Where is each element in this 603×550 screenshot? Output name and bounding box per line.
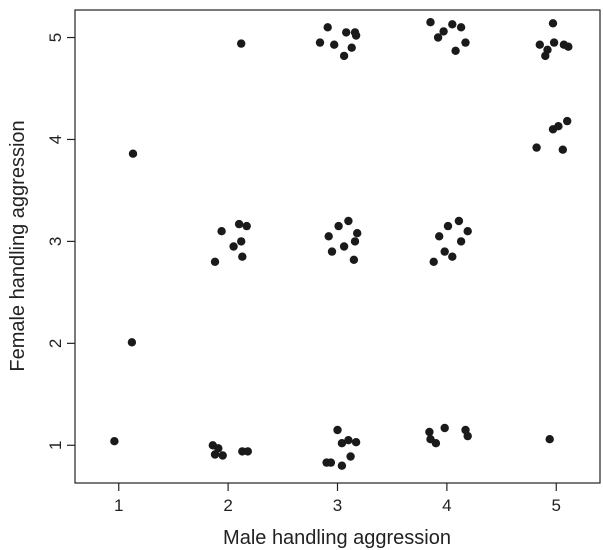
data-point: [425, 427, 434, 437]
plot-frame: [74, 9, 601, 484]
data-point: [339, 51, 349, 61]
data-point: [439, 27, 448, 36]
data-point: [210, 450, 220, 459]
x-tick-label: 3: [333, 496, 342, 515]
data-point: [535, 40, 544, 49]
x-tick-label: 2: [223, 496, 232, 515]
data-point: [243, 447, 252, 456]
data-point: [347, 43, 356, 52]
x-axis-label: Male handling aggression: [223, 527, 451, 549]
x-tick-label: 5: [552, 496, 561, 515]
data-point: [333, 425, 342, 435]
data-point: [443, 221, 453, 231]
data-point: [456, 237, 466, 246]
x-tick-label: 1: [114, 496, 123, 515]
data-point: [548, 19, 558, 28]
y-tick-label: 2: [46, 339, 65, 348]
data-point: [448, 252, 457, 261]
data-point: [214, 444, 223, 453]
data-point: [234, 219, 244, 229]
data-point: [564, 42, 573, 51]
data-point: [334, 221, 343, 231]
data-point: [440, 247, 449, 256]
y-axis: 1 2 3 4 5: [46, 33, 75, 450]
data-point: [463, 431, 472, 441]
data-point: [128, 149, 138, 158]
data-point: [549, 38, 559, 47]
data-point: [431, 439, 441, 448]
data-point: [339, 242, 349, 251]
data-point: [558, 145, 567, 154]
data-point: [346, 452, 355, 461]
data-point: [324, 232, 333, 241]
x-tick-label: 4: [442, 496, 451, 515]
data-point: [433, 33, 443, 42]
data-point: [217, 227, 226, 236]
data-point: [315, 38, 325, 47]
data-point: [426, 18, 435, 27]
y-axis-label: Female handling aggression: [7, 120, 29, 371]
data-point: [543, 45, 552, 54]
data-point: [237, 237, 246, 246]
data-point: [210, 257, 220, 266]
data-point: [218, 451, 227, 460]
data-point: [326, 458, 336, 467]
data-point: [323, 23, 332, 32]
data-point: [456, 23, 466, 32]
data-point: [229, 242, 238, 251]
data-point: [454, 216, 464, 226]
data-point: [353, 229, 362, 238]
data-point: [344, 436, 353, 445]
data-point: [350, 237, 360, 246]
data-point: [448, 20, 457, 29]
data-point: [451, 46, 460, 55]
data-point: [337, 439, 347, 448]
x-axis: 1 2 3 4 5: [114, 483, 561, 515]
data-point: [554, 122, 563, 131]
data-point: [110, 437, 119, 446]
data-point: [463, 227, 472, 236]
data-points: [110, 18, 573, 470]
data-point: [344, 216, 353, 226]
y-tick-label: 5: [46, 33, 65, 42]
data-point: [349, 255, 359, 264]
data-point: [435, 232, 444, 241]
data-point: [351, 438, 361, 447]
data-point: [238, 252, 247, 261]
data-point: [127, 338, 137, 347]
data-point: [532, 143, 541, 152]
data-point: [237, 39, 246, 48]
data-point: [461, 38, 470, 47]
data-point: [242, 221, 251, 231]
data-point: [545, 435, 554, 444]
y-tick-label: 1: [46, 441, 65, 450]
data-point: [429, 257, 438, 266]
data-point: [563, 116, 572, 126]
y-tick-label: 3: [46, 237, 65, 246]
data-point: [342, 28, 351, 37]
data-point: [327, 247, 337, 256]
y-tick-label: 4: [46, 135, 65, 144]
data-point: [337, 461, 347, 470]
data-point: [330, 40, 339, 49]
data-point: [440, 423, 449, 433]
data-point: [351, 31, 361, 40]
